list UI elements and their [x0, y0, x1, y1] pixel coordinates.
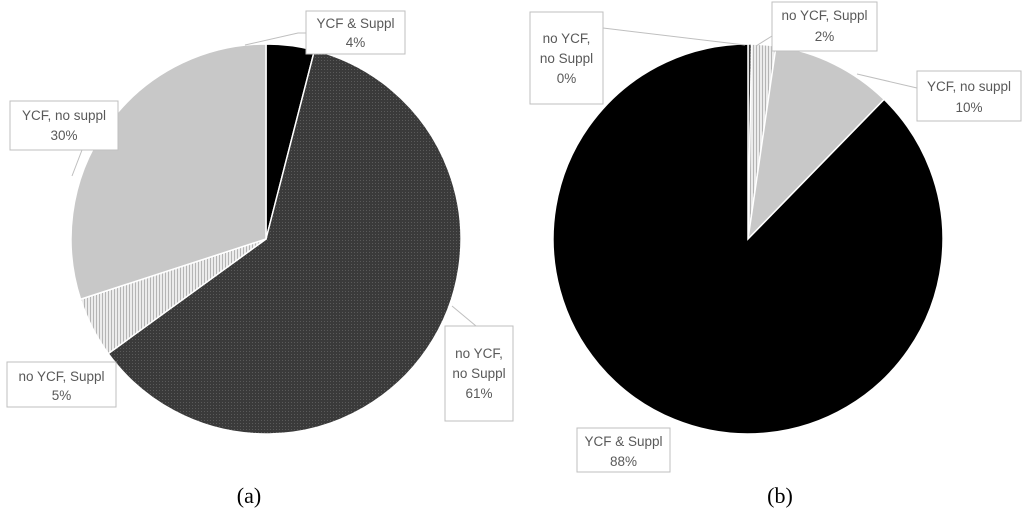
label-b-ycf-no-suppl: YCF, no suppl: [927, 79, 1011, 94]
callout-a-ycf-and-suppl: YCF & Suppl 4%: [244, 10, 406, 55]
label-a-no-ycf-no-suppl-line1: no YCF,: [455, 346, 503, 361]
pie-b-slice-3: [552, 43, 944, 435]
callout-b-no-ycf-no-suppl: no YCF, no Suppl 0%: [529, 11, 746, 105]
value-a-ycf-and-suppl: 4%: [346, 35, 366, 50]
value-b-ycf-no-suppl: 10%: [955, 100, 982, 115]
label-a-ycf-no-suppl: YCF, no suppl: [22, 108, 106, 123]
label-b-no-ycf-no-suppl-line1: no YCF,: [543, 31, 591, 46]
callout-a-ycf-no-suppl: YCF, no suppl 30%: [9, 100, 119, 177]
value-a-ycf-no-suppl: 30%: [50, 128, 77, 143]
label-a-no-ycf-suppl: no YCF, Suppl: [18, 369, 104, 384]
value-a-no-ycf-no-suppl: 61%: [465, 386, 492, 401]
label-a-no-ycf-no-suppl-line2: no Suppl: [452, 366, 505, 381]
label-b-no-ycf-no-suppl-line2: no Suppl: [540, 51, 593, 66]
callout-a-no-ycf-no-suppl: no YCF, no Suppl 61%: [444, 305, 514, 422]
label-b-no-ycf-suppl: no YCF, Suppl: [781, 8, 867, 23]
callout-a-no-ycf-suppl: no YCF, Suppl 5%: [6, 361, 117, 408]
callout-b-no-ycf-suppl: no YCF, Suppl 2%: [755, 1, 878, 52]
value-b-no-ycf-suppl: 2%: [815, 29, 835, 44]
pie-chart-a: [70, 43, 462, 435]
panel-label-b: (b): [767, 483, 793, 508]
pie-a-slice-1: [107, 49, 462, 435]
value-a-no-ycf-suppl: 5%: [52, 388, 72, 403]
label-a-ycf-and-suppl: YCF & Suppl: [316, 16, 394, 31]
callouts-b: no YCF, no Suppl 0% no YCF, Suppl 2% YCF…: [529, 1, 1022, 473]
panel-label-a: (a): [237, 483, 261, 508]
callout-b-ycf-no-suppl: YCF, no suppl 10%: [856, 70, 1022, 122]
label-b-ycf-and-suppl: YCF & Suppl: [584, 434, 662, 449]
callouts-a: YCF & Suppl 4% YCF, no suppl 30% no YCF,…: [6, 10, 514, 422]
value-b-no-ycf-no-suppl: 0%: [557, 71, 577, 86]
callout-b-ycf-and-suppl: YCF & Suppl 88%: [576, 427, 671, 473]
value-b-ycf-and-suppl: 88%: [610, 454, 637, 469]
pie-chart-b: [552, 43, 944, 435]
